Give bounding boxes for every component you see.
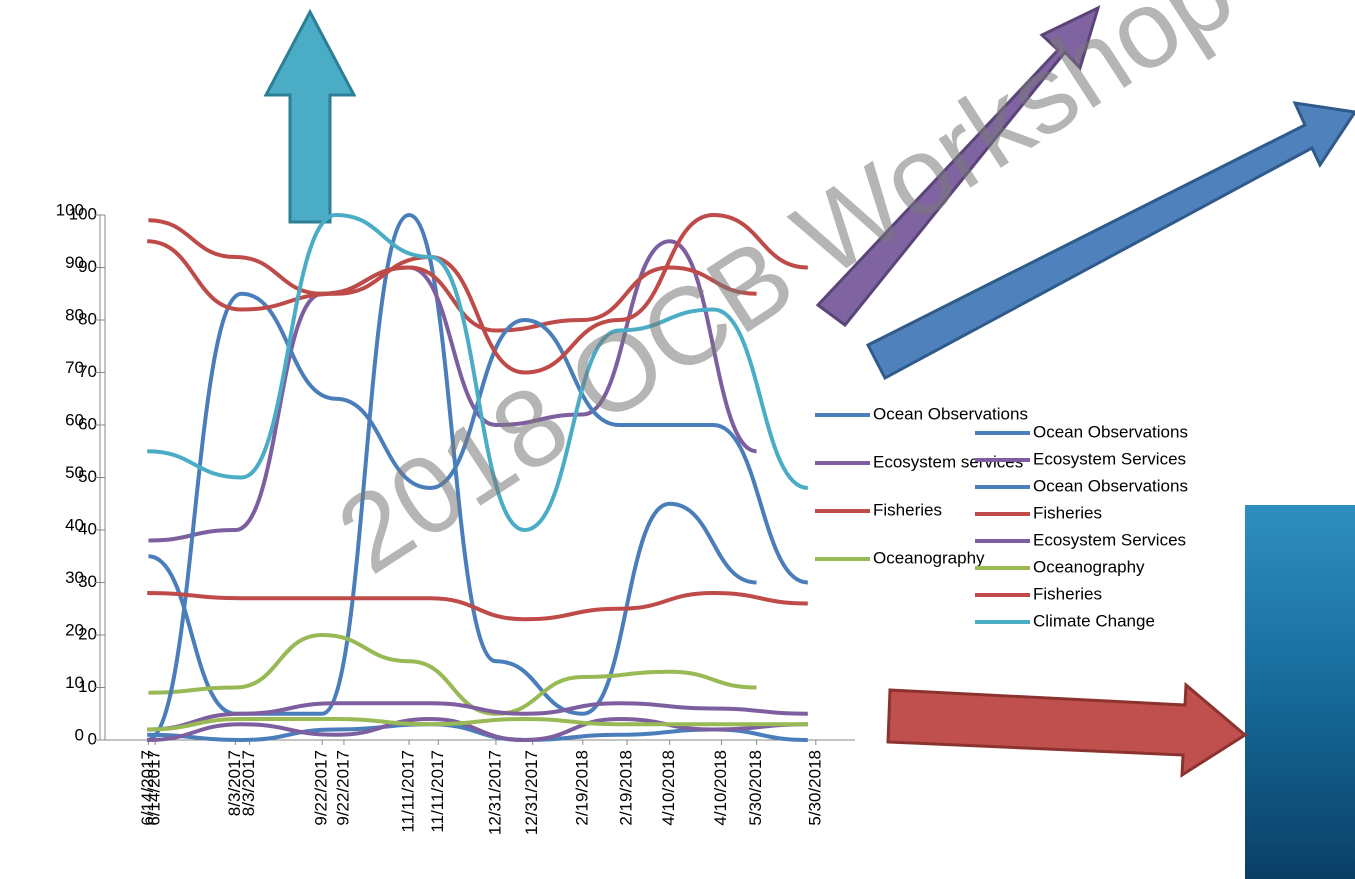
legend-label: Fisheries — [873, 500, 942, 519]
legend-label: Fisheries — [1033, 503, 1102, 522]
y-tick-label: 50 — [65, 463, 84, 482]
y-tick-label: 100 — [69, 204, 97, 223]
y-tick-label: 40 — [65, 515, 84, 534]
y-tick-label: 10 — [65, 673, 84, 692]
series-line — [147, 722, 808, 743]
y-tick-label: 80 — [65, 305, 84, 324]
series-line — [147, 716, 808, 743]
y-tick-label: 10 — [78, 677, 97, 696]
legend-label: Ocean Observations — [1033, 476, 1188, 495]
ocean-photo — [1245, 505, 1355, 879]
y-tick-label: 60 — [78, 414, 97, 433]
x-tick-label: 6/14/2017 — [138, 750, 157, 826]
x-tick-label: 9/22/2017 — [312, 750, 331, 826]
y-tick-label: 100 — [56, 200, 84, 219]
series-line — [146, 291, 809, 742]
legend-label: Ocean Observations — [1033, 422, 1188, 441]
x-tick-label: 8/3/2017 — [225, 750, 244, 816]
red-arrow — [886, 681, 1248, 778]
y-tick-label: 90 — [78, 257, 97, 276]
x-tick-label: 2/19/2018 — [617, 750, 636, 826]
purple-arrow — [815, 5, 1101, 328]
legend-label: Ecosystem Services — [1033, 530, 1186, 549]
legend-label: Oceanography — [1033, 557, 1145, 576]
x-tick-label: 5/30/2018 — [805, 750, 824, 826]
series-line — [147, 212, 808, 375]
x-tick-label: 12/31/2017 — [522, 750, 541, 835]
series-line — [148, 218, 757, 333]
y-tick-label: 70 — [65, 358, 84, 377]
x-tick-label: 9/22/2017 — [333, 750, 352, 826]
series-line — [147, 716, 808, 732]
x-tick-label: 8/3/2017 — [239, 750, 258, 816]
series-line — [148, 632, 757, 716]
legend-label: Ecosystem Services — [1033, 449, 1186, 468]
y-tick-label: 40 — [78, 519, 97, 538]
legend-label: Ecosystem services — [873, 452, 1023, 471]
x-tick-label: 4/10/2018 — [711, 750, 730, 826]
legend-label: Fisheries — [1033, 584, 1102, 603]
y-tick-label: 20 — [65, 620, 84, 639]
y-tick-label: 30 — [65, 568, 84, 587]
y-tick-label: 80 — [78, 309, 97, 328]
up-arrow — [263, 8, 357, 224]
y-tick-label: 30 — [78, 572, 97, 591]
y-tick-label: 70 — [78, 362, 97, 381]
x-tick-label: 4/10/2018 — [659, 750, 678, 826]
y-tick-label: 50 — [78, 467, 97, 486]
legend-label: Climate Change — [1033, 611, 1155, 630]
y-tick-label: 60 — [65, 410, 84, 429]
x-tick-label: 2/19/2018 — [572, 750, 591, 826]
blue-arrow — [865, 101, 1355, 381]
y-tick-label: 0 — [88, 729, 97, 748]
y-tick-label: 90 — [65, 253, 84, 272]
series-line — [148, 239, 757, 543]
x-tick-label: 11/11/2017 — [428, 750, 447, 833]
y-tick-label: 20 — [78, 624, 97, 643]
x-tick-label: 12/31/2017 — [485, 750, 504, 835]
x-tick-label: 5/30/2018 — [746, 750, 765, 826]
series-line — [147, 701, 808, 732]
y-tick-label: 0 — [75, 725, 84, 744]
legend-label: Ocean Observations — [873, 404, 1028, 423]
legend-label: Oceanography — [873, 548, 985, 567]
x-tick-label: 11/11/2017 — [399, 750, 418, 833]
series-line — [147, 590, 808, 622]
x-tick-label: 6/14/2017 — [145, 750, 164, 826]
series-line — [147, 212, 809, 533]
